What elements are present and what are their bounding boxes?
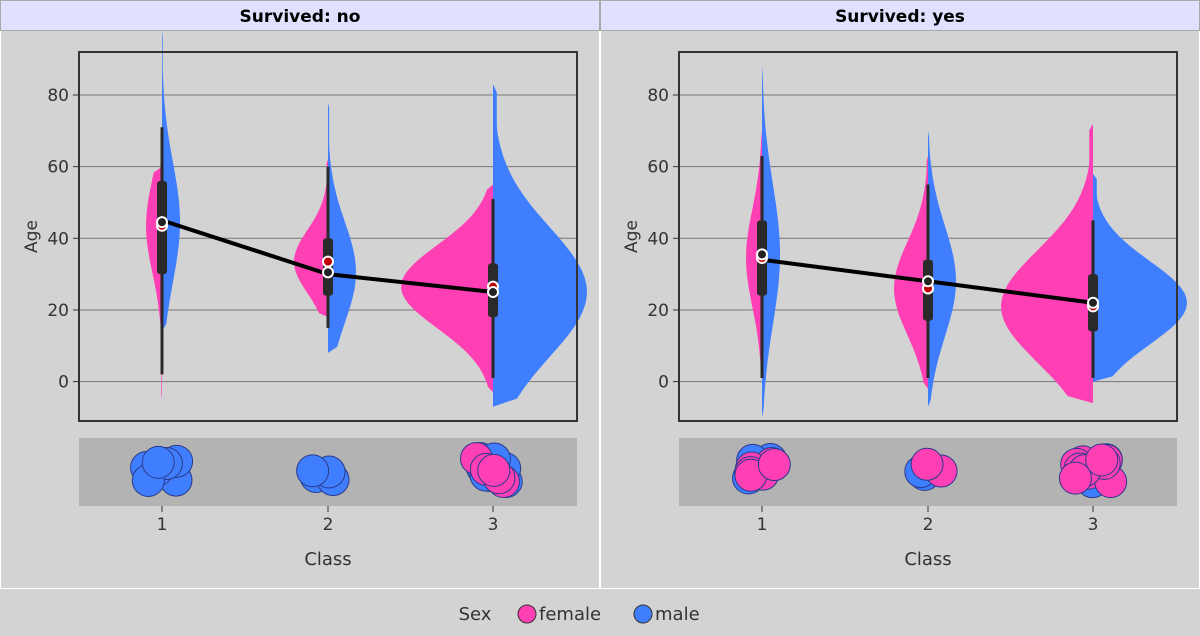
y-tick-label: 0 [658, 373, 669, 393]
violin-female-class-2 [294, 159, 328, 318]
legend: Sex female male [459, 604, 700, 625]
violin-male-class-2 [328, 102, 356, 353]
x-tick-label: 2 [923, 515, 934, 535]
mean-marker-female [322, 255, 334, 268]
legend-title: Sex [459, 604, 492, 625]
x-tick-label: 3 [488, 515, 499, 535]
missing-dot-female [1085, 443, 1119, 477]
facet-title: Survived: yes [835, 7, 965, 27]
violin-male-class-3 [493, 84, 587, 407]
x-tick-label: 2 [323, 515, 334, 535]
missing-dot-female [477, 453, 511, 487]
missing-dot-female [1058, 461, 1092, 495]
violin-male-class-3 [1093, 173, 1187, 382]
x-tick-label: 1 [157, 515, 168, 535]
missing-dot-female [910, 447, 944, 481]
y-tick-label: 60 [647, 158, 669, 178]
legend-swatch-female [517, 604, 537, 624]
missing-dot-male [141, 445, 175, 479]
missing-dot-female [757, 448, 791, 482]
missing-dot-male [296, 454, 330, 488]
violin-female-class-2 [894, 155, 928, 389]
violin-male-class-2 [928, 130, 956, 407]
y-tick-label: 80 [647, 86, 669, 106]
mean-marker-male [322, 266, 334, 279]
legend-label-male: male [655, 604, 700, 625]
facet-header [0, 0, 600, 31]
plot-frame [678, 51, 1178, 422]
x-tick-label: 1 [757, 515, 768, 535]
violin-female-class-3 [1001, 123, 1093, 404]
y-axis-label: Age [622, 220, 642, 253]
violin-male-class-1 [762, 66, 780, 418]
mean-marker-male [756, 248, 768, 261]
y-tick-label: 40 [647, 229, 669, 249]
x-tick-label: 3 [1088, 515, 1099, 535]
facet-title: Survived: no [240, 7, 361, 27]
mean-marker-male [922, 275, 934, 288]
legend-swatch-male [633, 604, 653, 624]
x-axis-label: Class [304, 549, 351, 570]
x-axis-label: Class [904, 549, 951, 570]
mean-marker-male [156, 216, 168, 229]
legend-label-female: female [539, 604, 601, 625]
y-tick-label: 40 [47, 229, 69, 249]
y-tick-label: 80 [47, 86, 69, 106]
facet-panel-1: Survived: yes 0 20 40 60 80 Age 1 2 3 Class [600, 0, 1200, 589]
facet-panel-0: Survived: no 0 20 40 60 80 Age 1 2 3 Class [0, 0, 600, 589]
violin-female-class-1 [746, 130, 762, 375]
y-axis-label: Age [22, 220, 42, 253]
y-tick-label: 20 [647, 301, 669, 321]
y-tick-label: 0 [58, 373, 69, 393]
y-tick-label: 20 [47, 301, 69, 321]
mean-marker-male [487, 286, 499, 299]
legend-area [0, 590, 1200, 636]
plot-frame [78, 51, 578, 422]
y-tick-label: 60 [47, 158, 69, 178]
mean-marker-male [1087, 296, 1099, 309]
